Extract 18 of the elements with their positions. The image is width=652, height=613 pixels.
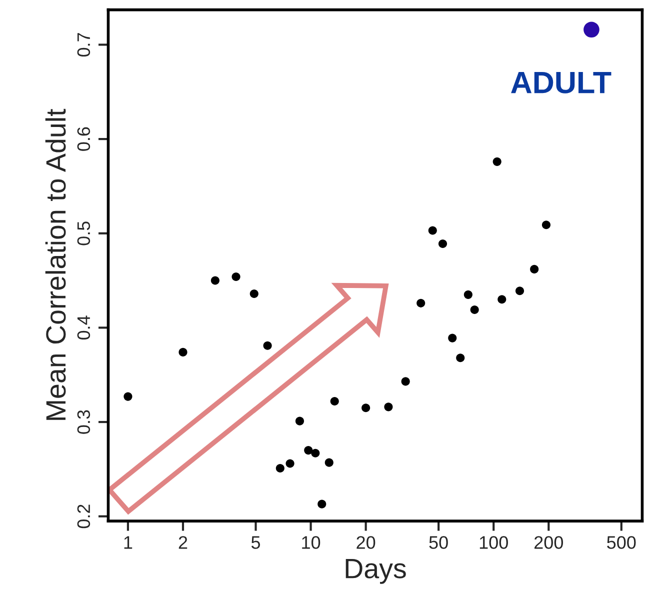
x-tick-label: 5 (251, 536, 260, 549)
y-tick-label: 0.6 (77, 127, 90, 151)
x-axis-title: Days (346, 559, 406, 584)
y-tick-label: 0.2 (77, 504, 90, 528)
y-tick-label: 0.4 (77, 316, 90, 340)
x-tick-label: 1 (124, 536, 132, 549)
x-tick-label: 500 (607, 536, 636, 549)
x-tick-label: 50 (429, 536, 448, 549)
x-tick-label: 100 (480, 536, 508, 549)
x-tick-label: 200 (534, 536, 563, 549)
x-tick-label: 20 (356, 536, 376, 549)
x-tick-label: 10 (302, 536, 320, 549)
series-label: ADULT (511, 72, 612, 94)
y-tick-label: 0.3 (77, 410, 90, 434)
y-tick-label: 0.5 (77, 222, 90, 246)
x-tick-label: 2 (178, 536, 188, 549)
y-tick-label: 0.7 (77, 33, 90, 57)
y-axis-title: Mean Correlation to Adult (45, 108, 66, 420)
